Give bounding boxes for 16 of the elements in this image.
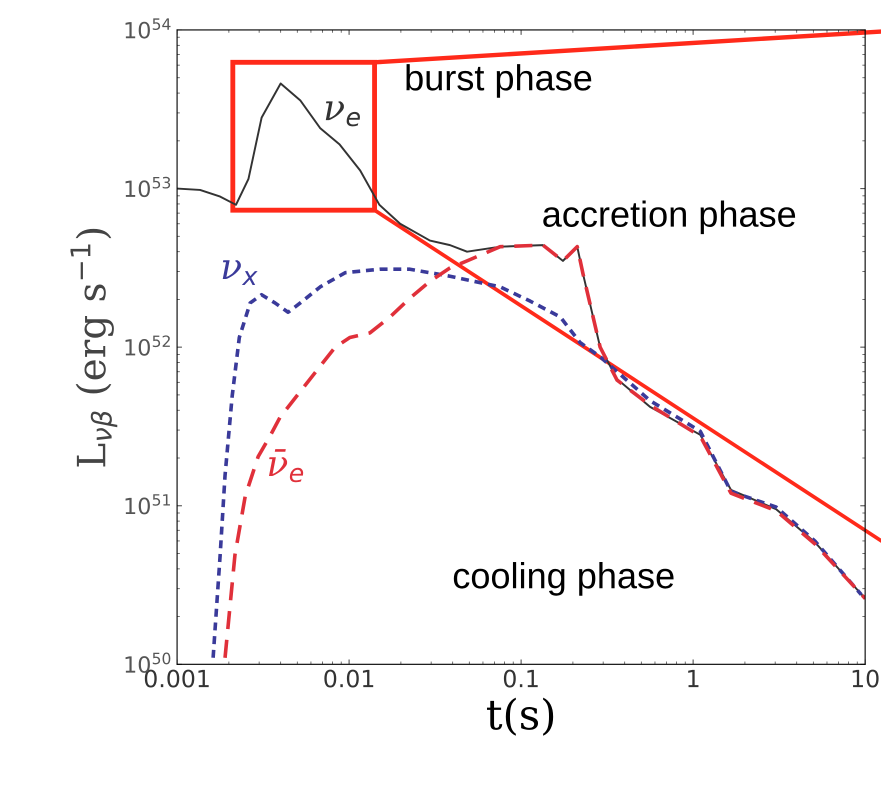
annotation: accretion phase xyxy=(543,200,796,234)
series-label: ν$_{x}$ xyxy=(222,260,258,285)
x-tick-label: 0.01 xyxy=(324,670,374,688)
x-tick-label: 10 xyxy=(852,670,879,688)
y-tick-label: 10$^{54}$ xyxy=(126,18,171,39)
x-tick-label: 0.1 xyxy=(504,670,538,688)
series-label: ν$_{e}$ xyxy=(326,101,360,126)
y-tick-label: 10$^{52}$ xyxy=(126,335,170,356)
series-label: ν̄$_{e}$ xyxy=(268,449,304,482)
annotation: burst phase xyxy=(406,64,592,98)
y-tick-label: 10$^{53}$ xyxy=(126,176,170,198)
y-tick-label: 10$^{51}$ xyxy=(126,494,170,514)
x-tick-label: 1 xyxy=(688,670,698,688)
annotation: cooling phase xyxy=(454,562,674,596)
y-axis-title: L$_{νβ}$ (erg s$^{−1}$) xyxy=(70,228,118,467)
x-axis-title: t(s) xyxy=(486,698,554,736)
